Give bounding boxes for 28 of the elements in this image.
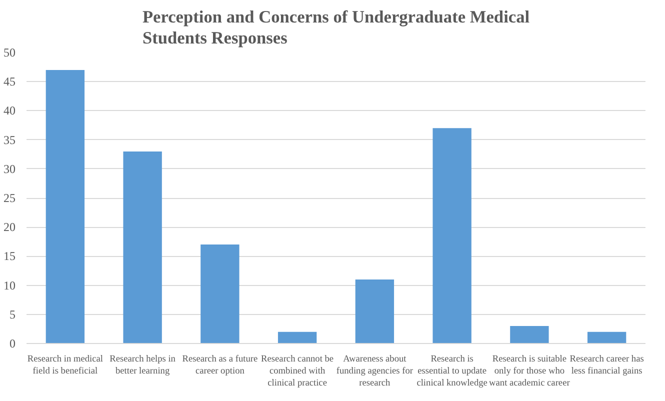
bar: [587, 332, 626, 344]
y-tick-label: 50: [4, 46, 16, 60]
x-tick-label: Research is suitable only for those who want academic career: [489, 354, 571, 388]
y-tick-label: 25: [4, 191, 16, 205]
x-tick-label: Research cannot be combined with clinical practice: [261, 354, 334, 388]
y-tick-label: 35: [4, 132, 16, 147]
y-tick-label: 30: [4, 162, 16, 176]
chart-title: Perception and Concerns of Undergraduate Medical Students Responses: [142, 8, 530, 48]
x-tick-label: Research in medical field is beneficial: [27, 354, 104, 376]
bar: [278, 332, 317, 344]
x-tick-label: Research as a future career option: [182, 354, 258, 376]
y-tick-label: 40: [4, 104, 16, 118]
bar: [510, 326, 549, 344]
y-tick-label: 5: [10, 307, 16, 322]
bar: [123, 151, 162, 344]
bar: [432, 128, 472, 344]
y-tick-label: 20: [4, 220, 16, 234]
x-tick-label: Awareness about funding agencies for research: [336, 354, 414, 388]
y-tick-label: 0: [10, 336, 16, 350]
x-tick-label: Research helps in better learning: [110, 354, 176, 376]
bar: [46, 70, 85, 344]
bar: [200, 244, 240, 344]
y-tick-label: 15: [4, 249, 16, 264]
y-tick-label: 10: [4, 278, 16, 292]
x-tick-label: Research career has less financial gains: [570, 354, 644, 376]
x-tick-label: Research is essential to update clinical knowledge: [416, 354, 488, 388]
bar: [355, 279, 394, 344]
y-tick-label: 45: [4, 74, 16, 89]
